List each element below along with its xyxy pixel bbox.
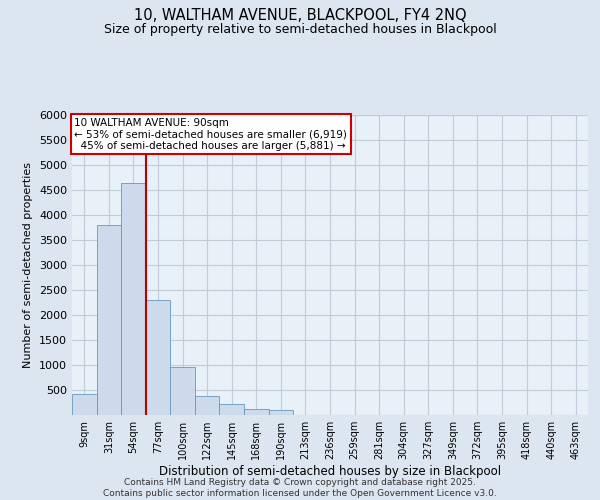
Y-axis label: Number of semi-detached properties: Number of semi-detached properties [23, 162, 34, 368]
Bar [244, 408, 269, 415]
Text: 10, WALTHAM AVENUE, BLACKPOOL, FY4 2NQ: 10, WALTHAM AVENUE, BLACKPOOL, FY4 2NQ [134, 8, 466, 22]
Bar [121, 182, 146, 415]
X-axis label: Distribution of semi-detached houses by size in Blackpool: Distribution of semi-detached houses by … [159, 465, 501, 478]
Bar [146, 300, 170, 415]
Bar [72, 394, 97, 415]
Bar [97, 225, 121, 415]
Bar [269, 410, 293, 415]
Text: Contains HM Land Registry data © Crown copyright and database right 2025.
Contai: Contains HM Land Registry data © Crown c… [103, 478, 497, 498]
Text: 10 WALTHAM AVENUE: 90sqm
← 53% of semi-detached houses are smaller (6,919)
  45%: 10 WALTHAM AVENUE: 90sqm ← 53% of semi-d… [74, 118, 347, 150]
Bar [170, 366, 195, 415]
Text: Size of property relative to semi-detached houses in Blackpool: Size of property relative to semi-detach… [104, 22, 496, 36]
Bar [195, 396, 220, 415]
Bar [220, 404, 244, 415]
